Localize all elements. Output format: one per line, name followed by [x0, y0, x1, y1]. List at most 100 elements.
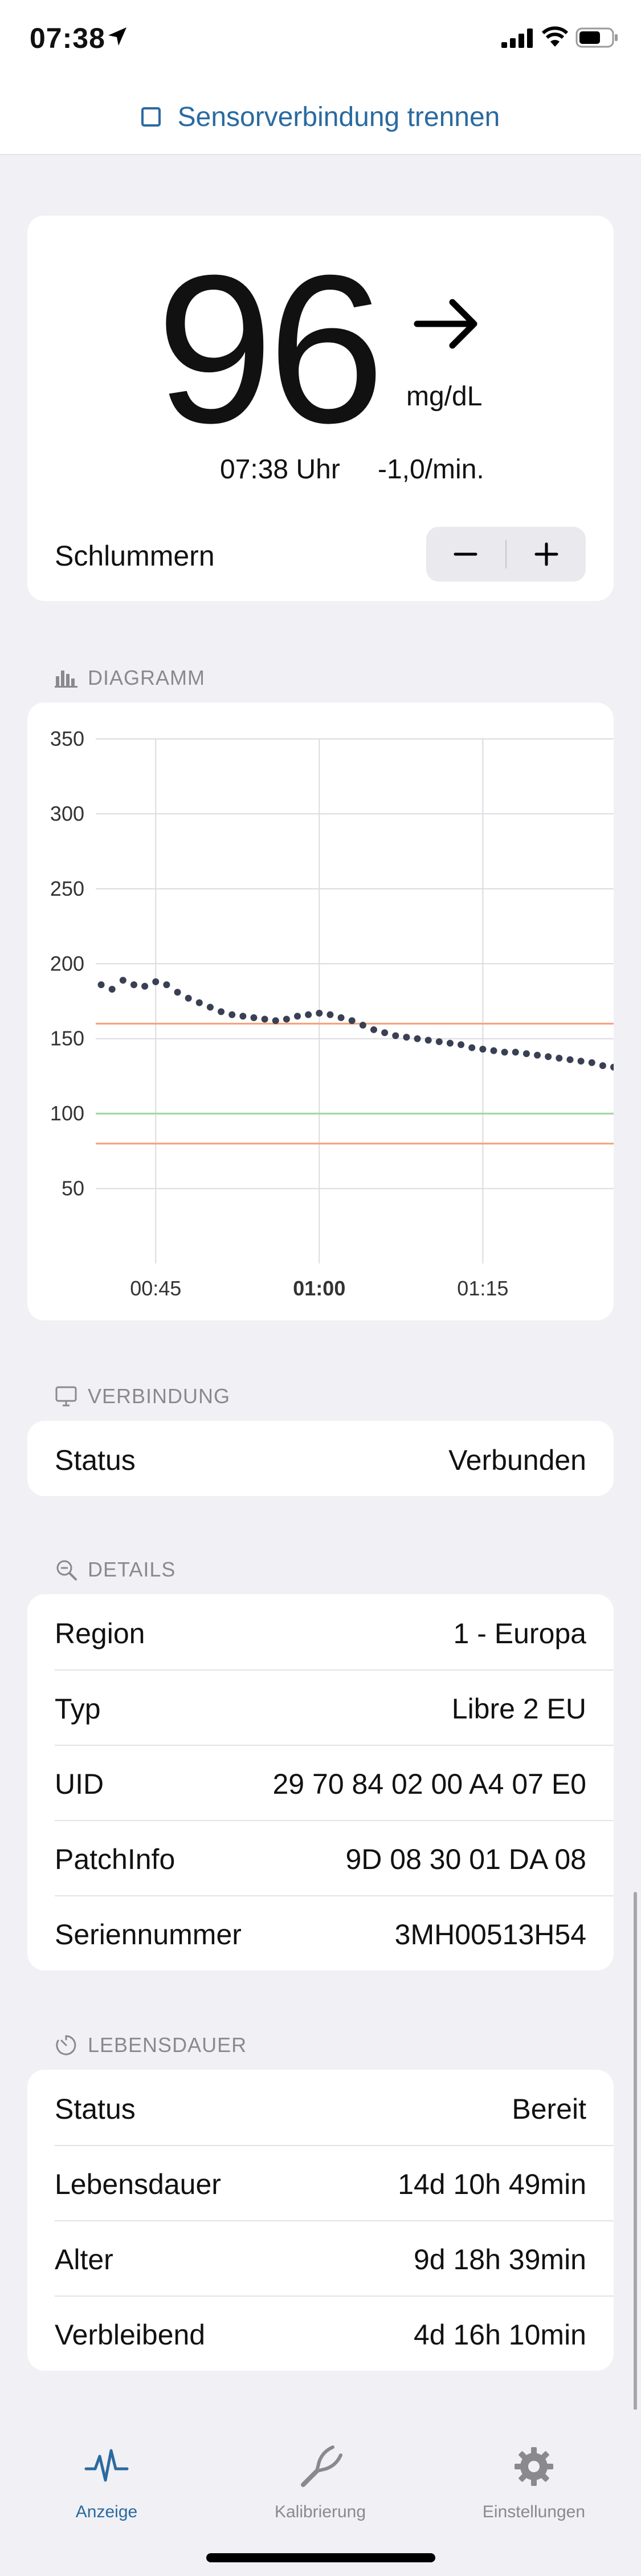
y-tick-label: 300 — [50, 802, 84, 825]
y-tick-label: 350 — [50, 727, 84, 750]
scroll-indicator[interactable] — [634, 1892, 637, 2435]
snooze-decrement-button[interactable] — [426, 527, 505, 582]
glucose-point — [534, 1051, 541, 1059]
lifetime-section-title: LEBENSDAUER — [88, 2033, 247, 2057]
glucose-point — [446, 1039, 454, 1047]
y-tick-label: 200 — [50, 952, 84, 975]
plus-icon — [534, 542, 558, 566]
glucose-chart: 350 300 250 200 150 100 50 00:45 01:00 01:15 — [50, 727, 614, 1300]
details-section-title: DETAILS — [88, 1558, 176, 1581]
y-tick-label: 250 — [50, 877, 84, 900]
glucose-point — [218, 1008, 225, 1015]
glucose-point — [348, 1017, 356, 1025]
glucose-point — [414, 1035, 421, 1042]
magnifier-icon — [56, 1560, 77, 1580]
location-arrow-icon — [108, 27, 126, 46]
glucose-point — [370, 1026, 377, 1033]
tab-display[interactable]: Anzeige — [21, 2444, 192, 2522]
y-tick-label: 50 — [62, 1177, 84, 1200]
glucose-point — [435, 1038, 443, 1045]
glucose-point — [316, 1010, 323, 1017]
row-divider — [55, 2295, 614, 2297]
glucose-point — [556, 1054, 563, 1062]
gear-icon — [515, 2447, 553, 2486]
y-tick-label: 100 — [50, 1102, 84, 1125]
age-label: Alter — [55, 2244, 113, 2276]
type-label: Typ — [55, 1693, 101, 1725]
glucose-point — [185, 994, 192, 1002]
disconnect-sensor-button[interactable]: Sensorverbindung trennen — [0, 80, 641, 155]
connection-section-title: VERBINDUNG — [88, 1384, 231, 1408]
row-divider — [55, 1820, 614, 1821]
remaining-value: 4d 16h 10min — [413, 2319, 586, 2351]
serial-number-value: 3MH00513H54 — [394, 1919, 586, 1951]
glucose-point — [403, 1034, 410, 1041]
connection-status-value: Verbunden — [448, 1444, 586, 1476]
cellular-signal-icon — [501, 29, 533, 48]
glucose-point — [501, 1049, 508, 1056]
glucose-point — [468, 1044, 476, 1051]
glucose-point — [228, 1011, 236, 1018]
patchinfo-label: PatchInfo — [55, 1843, 175, 1875]
chart-card: 350 300 250 200 150 100 50 00:45 01:00 01:15 — [27, 702, 614, 1320]
glucose-point — [141, 982, 149, 990]
glucose-unit: mg/dL — [406, 381, 483, 412]
glucose-point — [588, 1059, 595, 1066]
status-bar: 07:38 — [0, 0, 641, 80]
glucose-point — [458, 1041, 465, 1049]
snooze-stepper — [426, 527, 586, 582]
row-divider — [55, 1745, 614, 1746]
stepper-divider — [505, 540, 507, 568]
glucose-point — [305, 1011, 312, 1018]
tab-calibration-label: Kalibrierung — [274, 2502, 366, 2521]
tab-settings[interactable]: Einstellungen — [448, 2444, 619, 2522]
bar-chart-icon — [55, 671, 77, 688]
uid-value: 29 70 84 02 00 A4 07 E0 — [272, 1768, 587, 1800]
right-arrow-icon — [414, 299, 477, 349]
lifetime-card: Status Bereit Lebensdauer 14d 10h 49min … — [27, 2070, 614, 2371]
glucose-point — [272, 1017, 279, 1025]
tab-display-label: Anzeige — [75, 2502, 138, 2521]
square-icon — [141, 107, 161, 127]
timer-icon — [56, 2035, 76, 2055]
glucose-rate: -1,0/min. — [378, 454, 484, 485]
minus-icon — [454, 552, 477, 556]
glucose-point — [381, 1029, 389, 1037]
chart-section-header: DIAGRAMM — [55, 666, 205, 690]
glucose-point — [239, 1013, 247, 1020]
home-indicator — [206, 2553, 435, 2562]
region-value: 1 - Europa — [453, 1618, 586, 1649]
wifi-icon — [541, 26, 569, 47]
glucose-time: 07:38 Uhr — [220, 454, 340, 485]
details-card: Region 1 - Europa Typ Libre 2 EU UID 29 … — [27, 1594, 614, 1970]
x-tick-label: 00:45 — [130, 1277, 181, 1300]
glucose-point — [261, 1015, 268, 1023]
lifetime-status-label: Status — [55, 2093, 136, 2125]
glucose-value: 96 — [156, 231, 385, 467]
connection-card: Status Verbunden — [27, 1421, 614, 1496]
glucose-point — [522, 1050, 530, 1057]
status-time: 07:38 — [30, 22, 105, 54]
disconnect-sensor-label: Sensorverbindung trennen — [177, 101, 500, 132]
row-divider — [55, 1669, 614, 1671]
glucose-point — [566, 1056, 574, 1063]
tuning-fork-icon — [301, 2445, 342, 2487]
glucose-point — [174, 989, 181, 996]
glucose-point — [250, 1014, 258, 1021]
row-divider — [55, 2220, 614, 2221]
battery-icon — [575, 27, 618, 48]
x-tick-label: 01:15 — [457, 1277, 508, 1300]
tab-calibration[interactable]: Kalibrierung — [235, 2444, 406, 2522]
glucose-point — [599, 1062, 606, 1070]
snooze-increment-button[interactable] — [507, 527, 586, 582]
glucose-card: 96 mg/dL 07:38 Uhr -1,0/min. Schlummern — [27, 216, 614, 601]
glucose-point — [577, 1058, 585, 1065]
glucose-point — [610, 1063, 614, 1071]
glucose-point — [424, 1037, 432, 1044]
monitor-icon — [55, 1386, 77, 1407]
glucose-point — [130, 981, 137, 989]
lifetime-value: 14d 10h 49min — [398, 2168, 586, 2200]
chart-section-title: DIAGRAMM — [88, 666, 205, 689]
glucose-point — [512, 1049, 519, 1056]
serial-number-label: Seriennummer — [55, 1919, 242, 1951]
